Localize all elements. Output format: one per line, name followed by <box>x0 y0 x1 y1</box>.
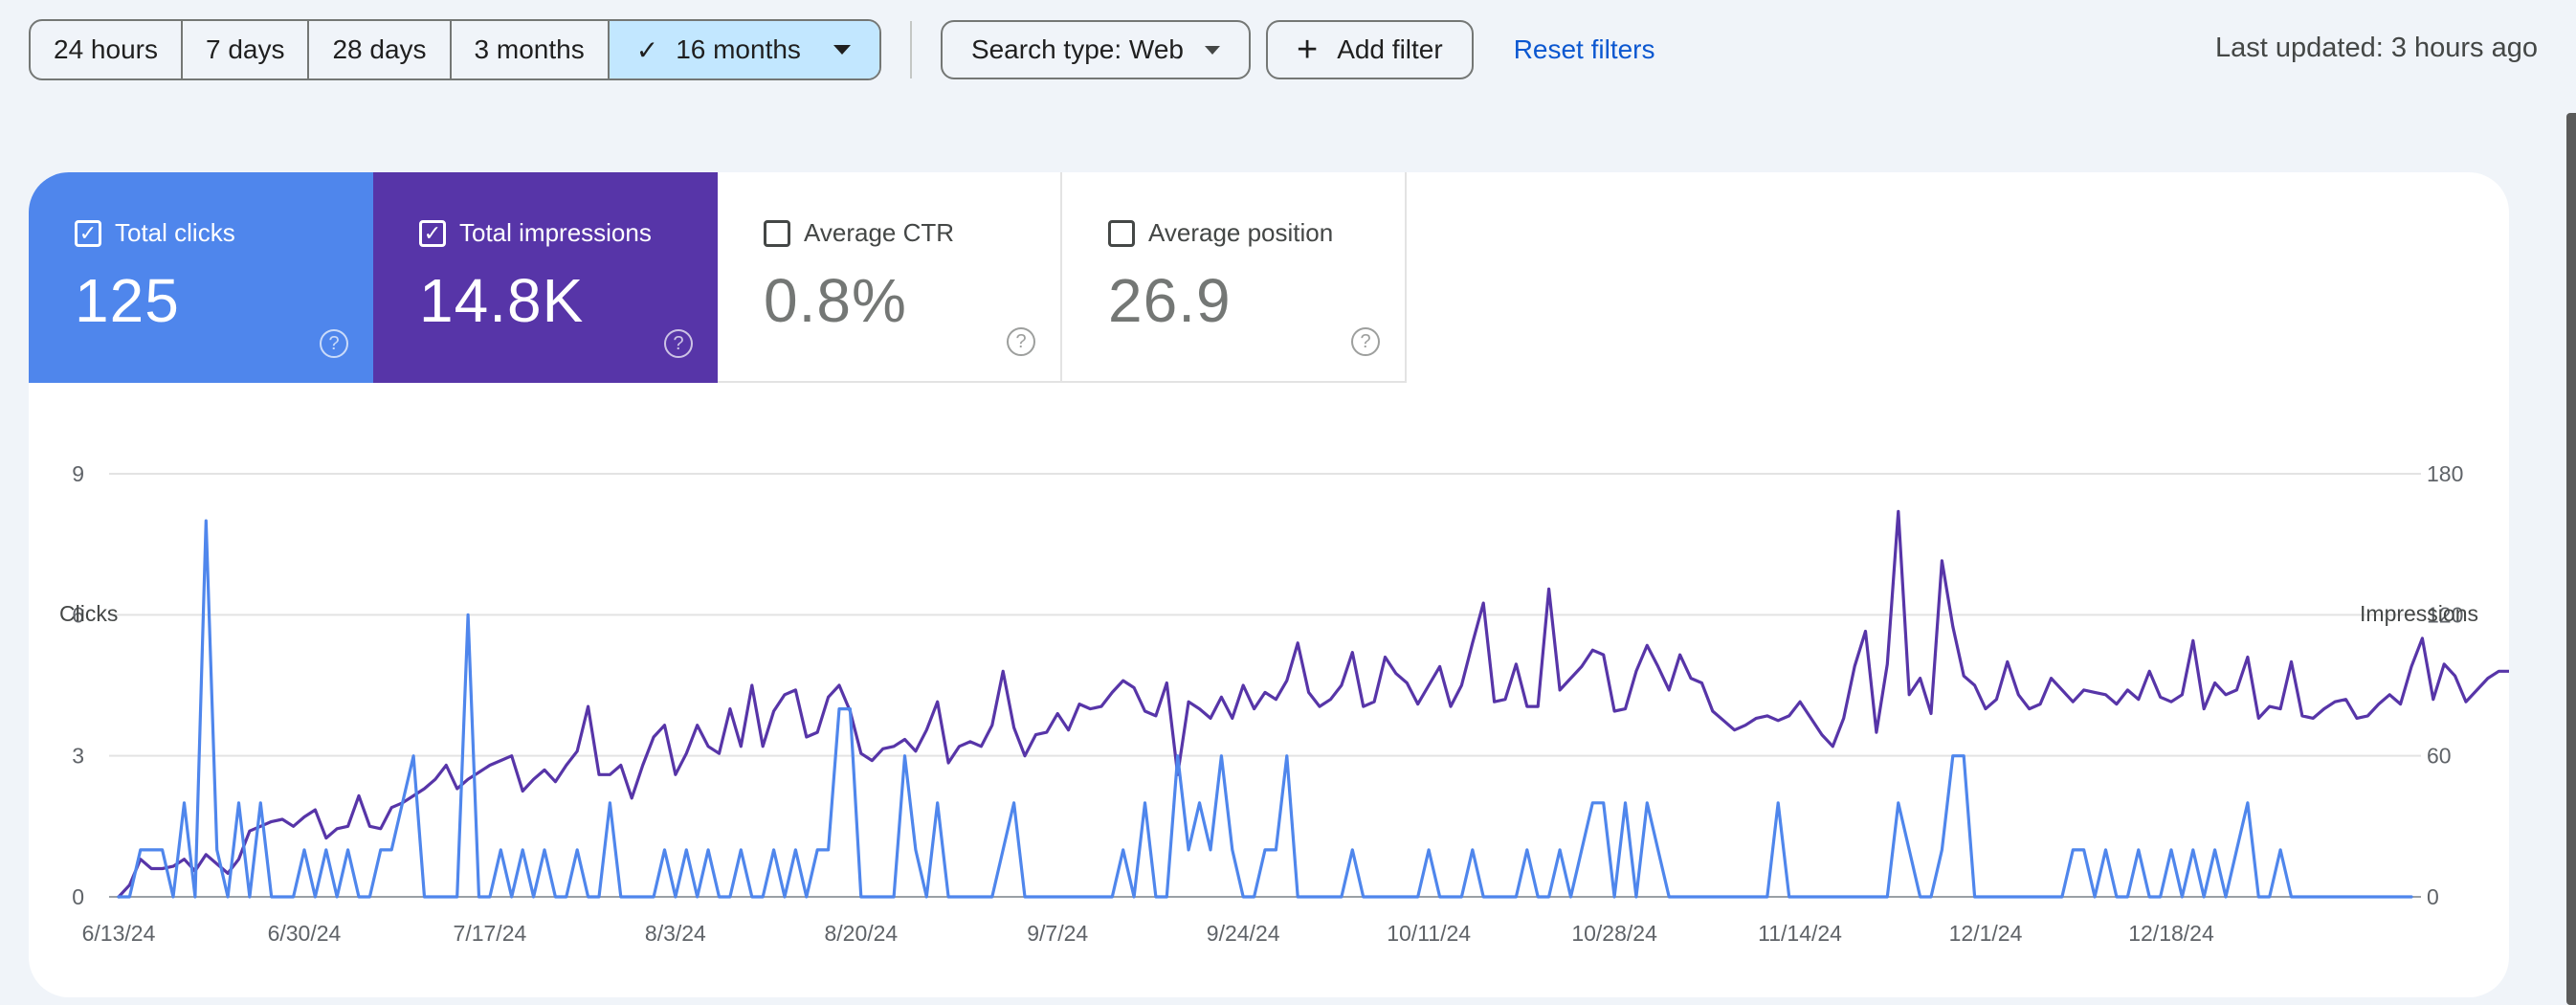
page-scrollbar[interactable] <box>2566 113 2576 1005</box>
impressions-series-line <box>117 509 2509 899</box>
right-axis-tick-label: 120 <box>2427 602 2463 627</box>
average-position-label: Average position <box>1148 218 1334 247</box>
chart-svg: 0 3 6 9 0 60 120 180 6/13/24 6/30/24 7/17/24 8/3/… <box>59 461 2509 946</box>
caret-down-icon <box>833 45 851 55</box>
metric-tiles: ✓ Total clicks 125 ? ✓ Total impressions… <box>29 172 2509 383</box>
average-ctr-header: Average CTR <box>764 218 1060 248</box>
average-position-tile[interactable]: Average position 26.9 ? <box>1062 172 1407 383</box>
performance-card: ✓ Total clicks 125 ? ✓ Total impressions… <box>29 172 2509 997</box>
add-filter-button[interactable]: + Add filter <box>1265 20 1474 79</box>
x-axis-tick-label: 10/11/24 <box>1387 921 1471 946</box>
x-axis-tick-label: 8/3/24 <box>645 921 706 946</box>
x-axis-tick-label: 9/24/24 <box>1207 921 1280 946</box>
add-filter-label: Add filter <box>1337 34 1443 64</box>
caret-down-icon <box>1204 45 1220 55</box>
average-ctr-label: Average CTR <box>804 218 955 247</box>
x-axis-tick-label: 12/18/24 <box>2128 921 2214 946</box>
left-axis-tick-label: 9 <box>72 461 84 486</box>
average-position-header: Average position <box>1108 218 1405 248</box>
performance-chart: 0 3 6 9 0 60 120 180 6/13/24 6/30/24 7/17/24 8/3/… <box>29 383 2509 997</box>
total-impressions-value: 14.8K <box>419 266 585 335</box>
x-axis-tick-label: 8/20/24 <box>824 921 898 946</box>
right-axis-tick-label: 180 <box>2427 461 2463 486</box>
total-clicks-tile[interactable]: ✓ Total clicks 125 ? <box>29 172 373 383</box>
range-16-months-button[interactable]: ✓ 16 months <box>609 21 879 78</box>
x-axis-tick-label: 7/17/24 <box>454 921 527 946</box>
total-clicks-value: 125 <box>75 266 180 335</box>
clicks-series-line <box>117 519 2413 899</box>
checkbox-unchecked-icon[interactable] <box>1108 219 1135 247</box>
help-icon[interactable]: ? <box>1007 327 1035 356</box>
x-axis-tick-label: 10/28/24 <box>1571 921 1657 946</box>
left-axis-tick-label: 0 <box>72 884 84 909</box>
right-axis-tick-label: 0 <box>2427 884 2439 909</box>
help-icon[interactable]: ? <box>320 329 348 358</box>
reset-filters-link[interactable]: Reset filters <box>1513 34 1655 64</box>
x-axis-tick-label: 9/7/24 <box>1027 921 1088 946</box>
average-position-value: 26.9 <box>1108 266 1232 335</box>
checkbox-unchecked-icon[interactable] <box>764 219 790 247</box>
last-updated-text: Last updated: 3 hours ago <box>2215 33 2538 63</box>
x-axis-tick-label: 11/14/24 <box>1758 921 1842 946</box>
search-type-label: Search type: Web <box>970 34 1184 64</box>
x-axis-tick-label: 6/13/24 <box>82 921 156 946</box>
checkbox-checked-icon[interactable]: ✓ <box>419 219 446 247</box>
date-range-toolbar: 24 hours 7 days 28 days 3 months ✓ 16 mo… <box>29 19 1655 80</box>
left-axis-tick-label: 6 <box>72 602 84 627</box>
total-clicks-header: ✓ Total clicks <box>75 218 373 248</box>
date-range-segmented-control: 24 hours 7 days 28 days 3 months ✓ 16 mo… <box>29 19 881 80</box>
right-axis-tick-label: 60 <box>2427 744 2452 769</box>
x-axis-tick-label: 6/30/24 <box>268 921 342 946</box>
right-axis-title: Impressions <box>2360 601 2478 626</box>
left-axis-title: Clicks <box>59 601 118 626</box>
total-clicks-label: Total clicks <box>115 218 235 247</box>
range-24-hours-button[interactable]: 24 hours <box>31 21 183 78</box>
left-axis-tick-label: 3 <box>72 744 84 769</box>
range-7-days-button[interactable]: 7 days <box>183 21 310 78</box>
range-3-months-button[interactable]: 3 months <box>452 21 610 78</box>
total-impressions-header: ✓ Total impressions <box>419 218 718 248</box>
average-ctr-tile[interactable]: Average CTR 0.8% ? <box>718 172 1062 383</box>
checkbox-checked-icon[interactable]: ✓ <box>75 219 101 247</box>
help-icon[interactable]: ? <box>1351 327 1380 356</box>
range-28-days-button[interactable]: 28 days <box>309 21 452 78</box>
total-impressions-label: Total impressions <box>459 218 652 247</box>
help-icon[interactable]: ? <box>664 329 693 358</box>
x-axis-tick-label: 12/1/24 <box>1949 921 2023 946</box>
plus-icon: + <box>1296 30 1319 70</box>
average-ctr-value: 0.8% <box>764 266 907 335</box>
check-icon: ✓ <box>635 34 659 65</box>
search-type-dropdown[interactable]: Search type: Web <box>940 20 1251 79</box>
toolbar-divider <box>909 21 912 78</box>
range-16-months-label: 16 months <box>676 34 801 64</box>
total-impressions-tile[interactable]: ✓ Total impressions 14.8K ? <box>373 172 718 383</box>
